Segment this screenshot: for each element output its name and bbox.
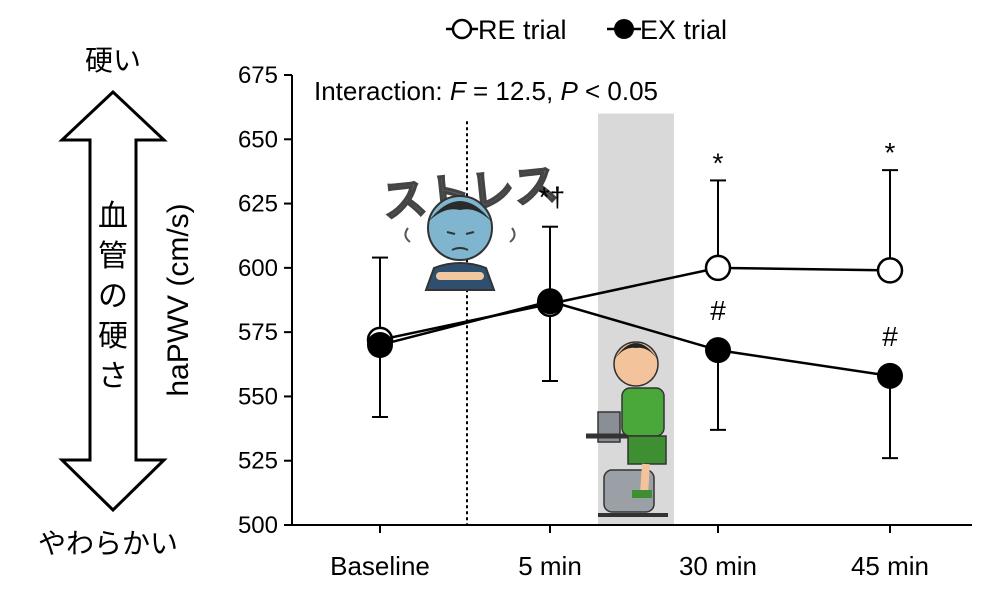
x-tick-label: 5 min [518, 551, 582, 581]
side-middle-char-3: 硬 [98, 319, 128, 354]
x-categories: Baseline 5 min 30 min 45 min [330, 525, 929, 581]
cycling-person-icon [586, 341, 668, 517]
legend-label-re: RE trial [478, 15, 567, 45]
side-bottom-label: やわらかい [38, 527, 178, 560]
significance-marker: * [885, 137, 896, 168]
y-ticks: 500 525 550 575 600 625 650 675 [238, 62, 292, 539]
legend-label-ex: EX trial [640, 15, 727, 45]
x-tick-label: 45 min [851, 551, 929, 581]
significance-marker: # [882, 321, 898, 352]
interaction-annotation: Interaction: F = 12.5, P < 0.05 [314, 76, 658, 106]
legend-open-circle-icon [451, 18, 473, 40]
ex-point [705, 337, 731, 364]
re-point [876, 257, 904, 284]
legend-filled-circle-icon [614, 19, 634, 39]
y-tick-label: 500 [238, 512, 278, 539]
significance-marker: * [713, 147, 724, 178]
side-scale: 硬い 血 管 の 硬 さ やわらかい [38, 44, 178, 560]
y-tick-label: 675 [238, 62, 278, 89]
ex-point [367, 332, 393, 358]
y-tick-label: 550 [238, 383, 278, 410]
stress-significance-marker: *† [539, 182, 565, 213]
side-middle-char-0: 血 [98, 199, 128, 234]
y-axis-label: haPWV (cm/s) [162, 203, 195, 396]
series-line-ex [379, 299, 891, 378]
y-tick-label: 575 [238, 319, 278, 346]
significance-marker: # [710, 295, 726, 326]
legend: RE trial EX trial [446, 15, 727, 45]
double-arrow-icon [58, 89, 168, 513]
stressed-person-icon: ストレス [379, 158, 562, 291]
re-point [704, 254, 732, 282]
x-tick-label: Baseline [330, 551, 430, 581]
side-top-label: 硬い [85, 44, 141, 77]
y-tick-label: 650 [238, 126, 278, 153]
y-tick-label: 525 [238, 448, 278, 475]
plot-area: * * # # *† [366, 137, 904, 460]
side-middle-char-2: の [98, 279, 128, 314]
side-middle-char-4: さ [98, 359, 128, 394]
x-tick-label: 30 min [679, 551, 757, 581]
side-middle-char-1: 管 [98, 239, 128, 274]
ex-point [877, 362, 903, 389]
y-tick-label: 600 [238, 255, 278, 282]
y-tick-label: 625 [238, 191, 278, 218]
ex-point [537, 288, 563, 315]
